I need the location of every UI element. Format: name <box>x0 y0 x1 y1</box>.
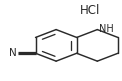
Text: NH: NH <box>99 24 114 34</box>
Text: N: N <box>9 48 17 58</box>
Text: HCl: HCl <box>80 4 101 17</box>
